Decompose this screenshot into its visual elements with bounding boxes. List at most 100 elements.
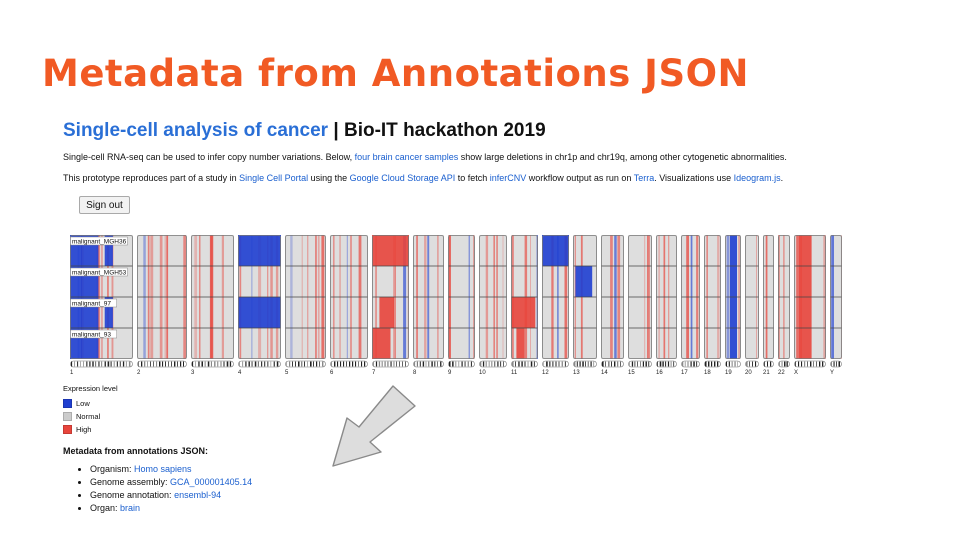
cytoband [192, 361, 194, 367]
cytoband [822, 361, 824, 367]
chromosome-Y[interactable]: Y [830, 235, 842, 375]
cytoband [798, 361, 800, 367]
cytoband [289, 361, 291, 367]
chromosome-12[interactable]: 12 [542, 235, 569, 375]
cytoband [480, 361, 482, 367]
chromosome-16[interactable]: 16 [656, 235, 677, 375]
single-cell-portal-link[interactable]: Single Cell Portal [239, 173, 309, 183]
chromosome-3[interactable]: 3 [191, 235, 234, 375]
cytoband [770, 361, 772, 367]
chromosome-9[interactable]: 9 [448, 235, 475, 375]
chromosome-21[interactable]: 21 [763, 235, 774, 375]
cytoband [104, 361, 106, 367]
gcs-api-link[interactable]: Google Cloud Storage API [349, 173, 456, 183]
chromosome-15[interactable]: 15 [628, 235, 652, 375]
ideogram-heatmap[interactable]: 1 2 3 4 5 6 7 8 9 10 11 12 13 14 15 16 17 18 19 20 21 22 X Ymal… [70, 235, 890, 375]
track-label-bg [70, 236, 128, 246]
chromosome-13[interactable]: 13 [573, 235, 597, 375]
chromosome-7[interactable]: 7 [372, 235, 409, 375]
chromosome-label: 11 [511, 370, 518, 375]
cytoband [83, 361, 84, 367]
genome-assembly-link[interactable]: GCA_000001405.14 [170, 477, 253, 487]
cytoband [497, 361, 499, 367]
chromosome-18[interactable]: 18 [704, 235, 721, 375]
cytoband [665, 361, 667, 367]
cytoband [405, 361, 406, 367]
cytoband [518, 361, 520, 367]
cytoband [248, 361, 250, 367]
cytoband-strip [763, 360, 774, 368]
infercnv-link[interactable]: inferCNV [489, 173, 527, 183]
cytoband [229, 361, 232, 367]
chromosome-outline [763, 235, 774, 359]
cytoband [399, 361, 400, 367]
cytoband [587, 361, 589, 367]
genome-annotation-link[interactable]: ensembl-94 [174, 490, 222, 500]
chromosome-6[interactable]: 6 [330, 235, 368, 375]
chromosome-5[interactable]: 5 [285, 235, 326, 375]
chromosome-10[interactable]: 10 [479, 235, 507, 375]
cytoband [634, 361, 636, 367]
cytoband [226, 361, 229, 367]
cytoband [89, 361, 91, 367]
chromosome-outline [794, 235, 826, 359]
page-title-link[interactable]: Single-cell analysis of cancer [63, 120, 329, 141]
cytoband [74, 361, 75, 367]
cytoband [437, 361, 438, 367]
chromosome-19[interactable]: 19 [725, 235, 741, 375]
legend-label: High [76, 425, 92, 434]
chromosome-outline [191, 235, 234, 359]
chromosome-4[interactable]: 4 [238, 235, 281, 375]
cytoband [396, 361, 397, 367]
cytoband [322, 361, 324, 367]
chromosome-11[interactable]: 11 [511, 235, 538, 375]
cytoband [177, 361, 178, 367]
sign-out-button[interactable]: Sign out [79, 196, 130, 214]
chromosome-8[interactable]: 8 [413, 235, 444, 375]
cytoband [659, 361, 662, 367]
chromosome-X[interactable]: X [794, 235, 826, 375]
cytoband [92, 361, 94, 367]
chromosome-outline [656, 235, 677, 359]
chromosome-22[interactable]: 22 [778, 235, 790, 375]
cytoband [574, 361, 576, 367]
cytoband [440, 361, 442, 367]
chromosome-14[interactable]: 14 [601, 235, 624, 375]
chromosome-label: 16 [656, 370, 663, 375]
cytoband [645, 361, 647, 367]
ideogram-js-link[interactable]: Ideogram.js [733, 173, 781, 183]
organism-link[interactable]: Homo sapiens [134, 464, 192, 474]
chromosome-outline [70, 235, 133, 359]
cnv-block [511, 297, 536, 328]
cytoband [533, 361, 535, 367]
cytoband [171, 361, 172, 367]
list-item: Genome annotation: ensembl-94 [90, 489, 252, 502]
metadata-list: Organism: Homo sapiens Genome assembly: … [63, 463, 252, 515]
cytoband [494, 361, 496, 367]
cytoband [673, 361, 675, 367]
terra-link[interactable]: Terra [633, 173, 655, 183]
organ-link[interactable]: brain [120, 503, 141, 513]
cytoband [708, 361, 710, 367]
cytoband [670, 361, 672, 367]
cytoband [384, 361, 386, 367]
cytoband [201, 361, 203, 367]
brain-samples-link[interactable]: four brain cancer samples [354, 152, 459, 162]
chromosome-label: 7 [372, 370, 376, 375]
cytoband [605, 361, 606, 367]
chromosome-20[interactable]: 20 [745, 235, 759, 375]
cnv-block [798, 266, 812, 297]
cytoband [334, 361, 336, 367]
cytoband [254, 361, 257, 367]
cytoband [264, 361, 266, 367]
cytoband [503, 361, 504, 367]
chromosome-label: 21 [763, 370, 770, 375]
chromosome-label: 5 [285, 370, 289, 375]
cnv-block [729, 328, 737, 359]
chromosome-2[interactable]: 2 [137, 235, 187, 375]
chromosome-17[interactable]: 17 [681, 235, 700, 375]
cytoband [159, 361, 161, 367]
chromosome-outline [778, 235, 790, 359]
legend-swatch-low [63, 399, 72, 408]
cytoband [564, 361, 566, 367]
